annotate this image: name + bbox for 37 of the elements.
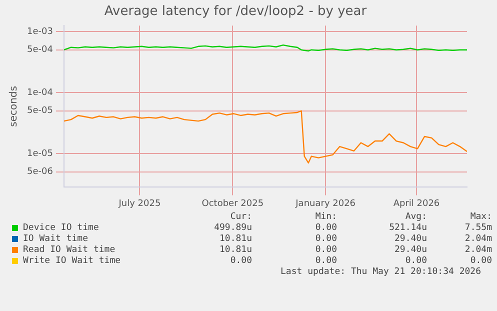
text: 0.00 bbox=[404, 256, 427, 266]
text: 0.00 bbox=[314, 234, 337, 244]
text: 0.00 bbox=[229, 256, 252, 266]
text: 499.89u bbox=[213, 223, 252, 233]
text: 0.00 bbox=[314, 245, 337, 255]
text: 2.04m bbox=[464, 234, 492, 244]
text: Cur: bbox=[229, 212, 252, 222]
x-tick-label: October 2025 bbox=[202, 198, 264, 209]
text: 0.00 bbox=[469, 256, 492, 266]
legend-label: IO Wait time bbox=[23, 234, 88, 244]
text: 2.04m bbox=[464, 245, 492, 255]
text: 0.00 bbox=[314, 223, 337, 233]
y-tick-label: 1e-05 bbox=[26, 148, 53, 159]
text: 7.55m bbox=[464, 223, 492, 233]
legend-label: Device IO time bbox=[23, 223, 99, 233]
text: 10.81u bbox=[218, 234, 252, 244]
y-tick-label: 1e-04 bbox=[26, 88, 54, 98]
text: 0.00 bbox=[314, 256, 337, 266]
y-tick-label: 5e-06 bbox=[26, 167, 54, 178]
legend-label: Write IO Wait time bbox=[23, 256, 121, 266]
text: Last update: Thu May 21 20:10:34 2026 bbox=[280, 267, 482, 277]
text: Avg: bbox=[404, 212, 427, 222]
x-tick-label: January 2026 bbox=[294, 198, 356, 209]
text: 10.81u bbox=[218, 245, 252, 255]
text: 521.14u bbox=[388, 223, 427, 233]
legend-label: Read IO Wait time bbox=[23, 245, 116, 255]
text: 29.40u bbox=[393, 234, 427, 244]
y-axis-title: seconds bbox=[8, 86, 20, 127]
chart-title: Average latency for /dev/loop2 - by year bbox=[104, 4, 368, 20]
y-tick-label: 1e-03 bbox=[26, 26, 53, 37]
text: Min: bbox=[314, 212, 337, 222]
y-tick-label: 5e-04 bbox=[26, 45, 54, 56]
text: Max: bbox=[469, 212, 492, 222]
x-tick-label: July 2025 bbox=[118, 198, 161, 209]
x-tick-label: April 2026 bbox=[393, 198, 440, 209]
y-tick-label: 5e-05 bbox=[26, 106, 53, 116]
text: 29.40u bbox=[393, 245, 427, 255]
